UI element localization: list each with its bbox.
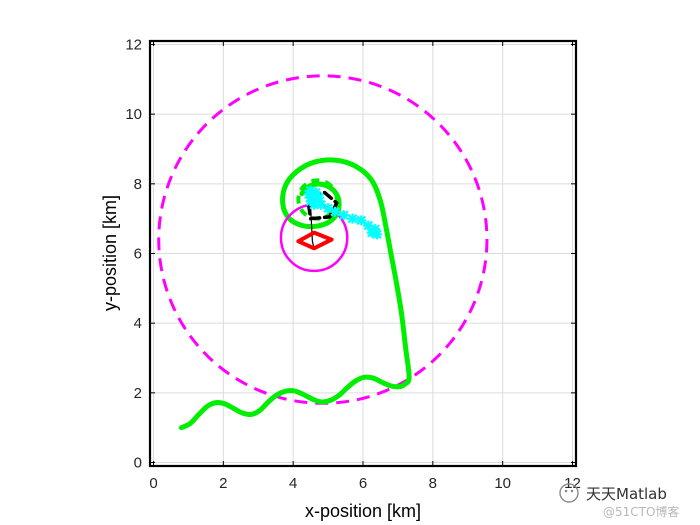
cyan-track-marker (347, 213, 358, 224)
y-tick-label: 0 (134, 455, 142, 472)
y-tick-label: 12 (125, 36, 142, 53)
x-tick-label: 0 (149, 475, 157, 492)
y-tick-label: 10 (125, 106, 142, 123)
tick-marks (150, 41, 576, 466)
red-polygon-line (296, 230, 334, 251)
cyan-track-marker (310, 187, 321, 198)
cyan-track-marker (314, 192, 325, 203)
watermark-sub: @51CTO博客 (603, 504, 679, 519)
cyan-track-marker (356, 215, 367, 226)
cyan-track-marker (305, 196, 316, 207)
y-tick-label: 6 (134, 246, 142, 263)
cyan-track-marker (323, 203, 334, 214)
cyan-track-marker (338, 210, 349, 221)
cyan-track-marker (371, 229, 382, 240)
wechat-logo-icon (559, 483, 579, 503)
cyan-track-marker (316, 199, 327, 210)
black-dashed-polygon-line (307, 190, 339, 221)
y-axis-label: y-position [km] (100, 195, 120, 311)
y-tick-labels: 0 2 4 6 8 10 12 (125, 36, 142, 471)
x-tick-label: 10 (494, 475, 511, 492)
cyan-track-marker (310, 194, 321, 205)
cyan-track-marker (305, 185, 316, 196)
y-tick-label: 2 (134, 385, 142, 402)
x-tick-labels: 0 2 4 6 8 10 12 (149, 475, 581, 492)
x-tick-label: 2 (219, 475, 227, 492)
cyan-track-marker (330, 206, 341, 217)
x-tick-label: 4 (289, 475, 297, 492)
x-axis-label: x-position [km] (305, 501, 421, 521)
y-tick-label: 4 (134, 315, 142, 332)
x-tick-label: 12 (564, 475, 581, 492)
x-tick-label: 6 (359, 475, 367, 492)
series-layer (157, 74, 489, 431)
green-trajectory-line (178, 157, 412, 431)
cyan-track-marker (303, 189, 314, 200)
cyan-track-marker (366, 227, 377, 238)
watermark-brand: 天天Matlab (586, 485, 667, 503)
x-tick-label: 8 (429, 475, 437, 492)
watermark: 天天Matlab @51CTO博客 (559, 483, 679, 519)
y-tick-label: 8 (134, 176, 142, 193)
cyan-track-marker (363, 220, 374, 231)
